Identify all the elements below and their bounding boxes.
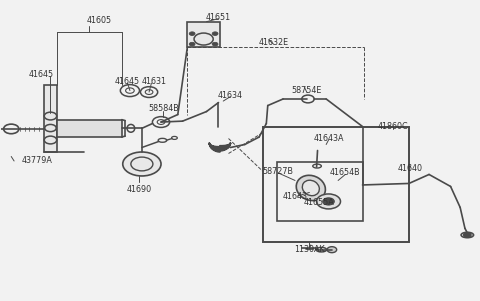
- Text: 41651: 41651: [206, 13, 231, 22]
- Circle shape: [189, 42, 195, 46]
- Circle shape: [323, 198, 334, 205]
- Text: 58727B: 58727B: [263, 167, 294, 176]
- Text: 41634: 41634: [218, 91, 243, 100]
- Bar: [44, 85, 57, 152]
- Text: 58754E: 58754E: [292, 86, 322, 95]
- Bar: [277, 163, 362, 221]
- Bar: [263, 126, 409, 242]
- Ellipse shape: [296, 175, 325, 200]
- Text: 41631: 41631: [141, 77, 167, 86]
- Circle shape: [189, 32, 195, 36]
- Text: 41860C: 41860C: [378, 122, 408, 131]
- Text: 41605: 41605: [86, 16, 111, 25]
- Text: 41654B: 41654B: [330, 169, 360, 178]
- Text: 43779A: 43779A: [21, 157, 52, 166]
- Text: 41655A: 41655A: [303, 198, 335, 207]
- Circle shape: [123, 152, 161, 176]
- Circle shape: [212, 32, 218, 36]
- Text: 41645: 41645: [29, 70, 54, 79]
- Text: 41645: 41645: [115, 77, 140, 86]
- Text: 41632E: 41632E: [258, 38, 288, 47]
- Circle shape: [212, 42, 218, 46]
- Bar: [187, 22, 220, 47]
- Text: 41690: 41690: [127, 185, 152, 194]
- Circle shape: [327, 247, 336, 253]
- Text: 41643: 41643: [283, 192, 308, 201]
- Text: 41640: 41640: [397, 164, 422, 173]
- Circle shape: [464, 233, 471, 237]
- Text: 1130AK: 1130AK: [294, 245, 324, 254]
- Ellipse shape: [302, 180, 319, 196]
- Bar: [57, 119, 122, 137]
- Circle shape: [317, 194, 340, 209]
- Text: 58584B: 58584B: [148, 104, 179, 113]
- Text: 41643A: 41643A: [313, 134, 344, 143]
